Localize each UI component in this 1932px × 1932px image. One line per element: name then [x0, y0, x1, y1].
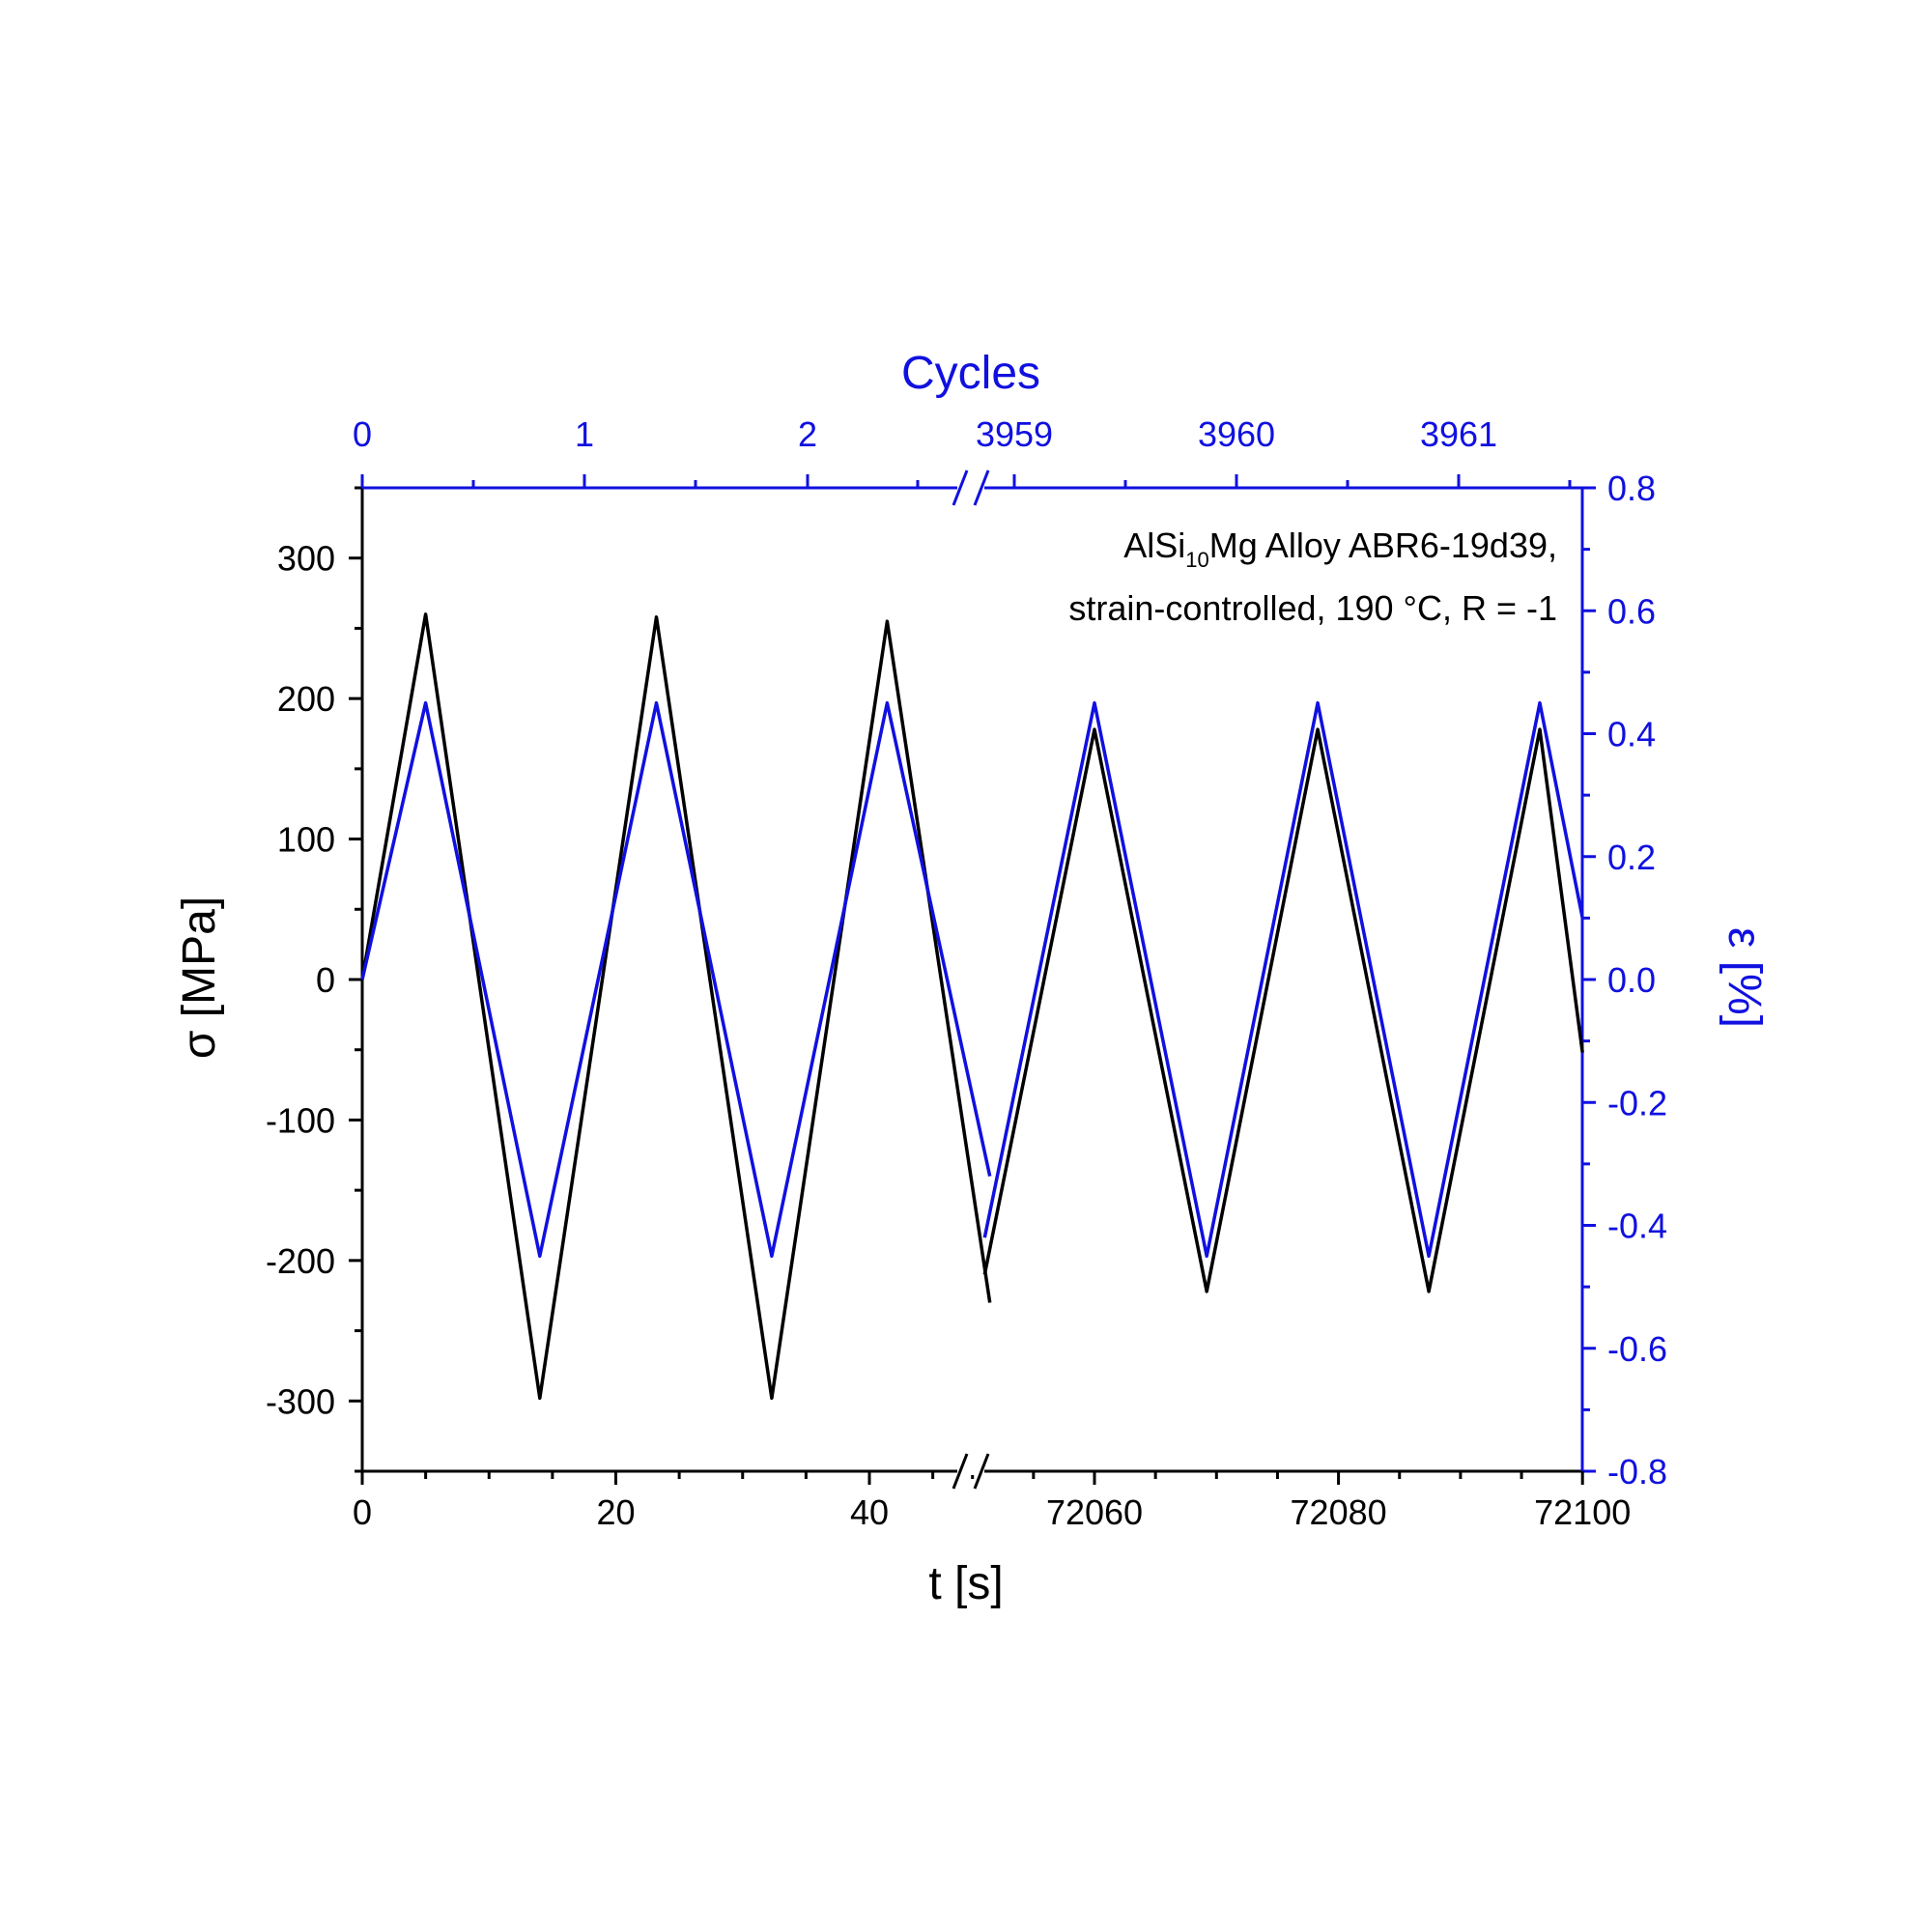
y-right-tick-label: -0.8	[1607, 1452, 1667, 1492]
x-axis-label: t [s]	[928, 1558, 1003, 1609]
y-left-tick-label: 100	[277, 820, 335, 860]
top-tick-label: 3960	[1198, 414, 1275, 454]
x-tick-label: 72100	[1534, 1492, 1631, 1532]
y-right-tick-label: -0.4	[1607, 1207, 1667, 1246]
series-layer	[360, 612, 1584, 1401]
y-left-tick-label: 300	[277, 539, 335, 579]
strain-line-first	[360, 700, 992, 1259]
top-tick-label: 2	[798, 414, 817, 454]
axis-break-gap	[957, 1467, 984, 1475]
top-tick-label: 3959	[976, 414, 1053, 454]
y-left-tick-label: -300	[266, 1381, 335, 1421]
y-left-axis-label: σ [MPa]	[174, 896, 225, 1059]
stress-line-first	[360, 612, 992, 1401]
x-tick-label: 0	[353, 1492, 372, 1532]
top-axis-label: Cycles	[901, 348, 1040, 399]
axis-break-slash	[952, 469, 969, 506]
axis-break-gap	[957, 484, 984, 492]
x-tick-label: 40	[850, 1492, 889, 1532]
y-left-tick-label: 0	[316, 960, 335, 1000]
axis-break-slash	[973, 1453, 990, 1490]
y-left-tick-label: 200	[277, 679, 335, 719]
y-right-tick-label: 0.4	[1607, 715, 1656, 754]
top-tick-label: 1	[575, 414, 594, 454]
y-left-tick-label: -200	[266, 1241, 335, 1281]
annotation-line1: AlSi10Mg Alloy ABR6-19d39,	[1123, 526, 1557, 572]
y-right-tick-label: 0.6	[1607, 591, 1656, 631]
y-right-tick-label: -0.2	[1607, 1083, 1667, 1122]
top-tick-label: 0	[353, 414, 372, 454]
y-right-tick-label: 0.2	[1607, 838, 1656, 877]
x-tick-label: 72080	[1291, 1492, 1387, 1532]
axis-break-slash	[952, 1453, 969, 1490]
top-tick-label: 3961	[1420, 414, 1497, 454]
axis-ticks	[349, 474, 1596, 1485]
y-right-tick-label: 0.0	[1607, 960, 1656, 1000]
y-right-axis-label: ε [%]	[1719, 927, 1770, 1028]
x-tick-label: 72060	[1046, 1492, 1143, 1532]
annotation-line2: strain-controlled, 190 °C, R = -1	[1068, 588, 1557, 628]
axis-breaks	[952, 469, 990, 1490]
y-left-tick-label: -100	[266, 1100, 335, 1140]
axis-break-slash	[973, 469, 990, 506]
axes-frame	[360, 486, 1584, 1473]
strain-line-second	[982, 700, 1584, 1259]
stress-line-second	[982, 727, 1584, 1293]
y-right-tick-label: 0.8	[1607, 469, 1656, 508]
x-tick-label: 20	[596, 1492, 635, 1532]
tick-labels: -300-200-1000100200300-0.8-0.6-0.4-0.20.…	[266, 414, 1667, 1532]
y-right-tick-label: -0.6	[1607, 1329, 1667, 1369]
